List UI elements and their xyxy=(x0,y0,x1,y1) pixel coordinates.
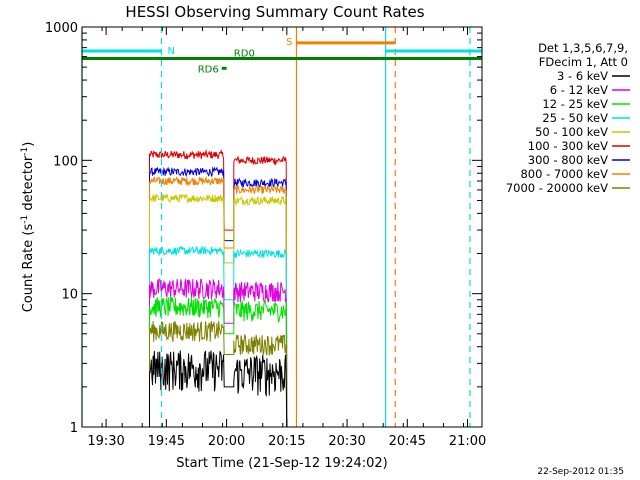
series-line-4 xyxy=(149,245,288,428)
legend-header-1: Det 1,3,5,6,7,9, xyxy=(538,41,628,55)
flag-label-rd6: RD6 xyxy=(198,64,219,75)
x-axis-label: Start Time (21-Sep-12 19:24:02) xyxy=(176,456,387,471)
series-line-7 xyxy=(149,320,288,428)
y-tick-label-2: 100 xyxy=(53,154,78,169)
x-tick-label-0: 19:30 xyxy=(87,434,124,449)
series-7 xyxy=(149,320,288,428)
flag-label-s: S xyxy=(286,37,292,48)
flag-layer: N S RD0 RD6 xyxy=(82,37,482,75)
legend-label-2: 12 - 25 keV xyxy=(542,97,608,111)
series-line-5 xyxy=(149,278,288,428)
x-tick-label-4: 20:30 xyxy=(328,434,365,449)
flag-label-rd0: RD0 xyxy=(234,49,255,60)
legend-label-7: 800 - 7000 keV xyxy=(520,167,608,181)
series-line-0 xyxy=(149,148,288,428)
y-tick-label-1: 10 xyxy=(61,288,78,303)
y-label-mid: detector xyxy=(21,155,36,215)
plot-frame xyxy=(81,26,483,428)
x-tick-label-2: 20:00 xyxy=(208,434,245,449)
chart-title: HESSI Observing Summary Count Rates xyxy=(125,3,424,21)
y-axis-label: Count Rate (s-1 detector-1) xyxy=(20,142,36,313)
y-label-sup2: -1 xyxy=(20,147,30,156)
legend-label-3: 25 - 50 keV xyxy=(542,111,608,125)
y-label-main: Count Rate (s xyxy=(21,224,36,313)
series-line-2 xyxy=(149,175,288,428)
legend-label-0: 3 - 6 keV xyxy=(557,69,608,83)
flag-label-n: N xyxy=(168,46,175,57)
legend-label-8: 7000 - 20000 keV xyxy=(506,181,608,195)
footer-timestamp: 22-Sep-2012 01:35 xyxy=(537,467,624,477)
series-5 xyxy=(149,278,288,428)
series-line-3 xyxy=(149,193,288,428)
series-2 xyxy=(149,175,288,428)
y-tick-label-3: 1000 xyxy=(45,21,78,36)
ticks-layer: 19:30 19:45 20:00 20:15 20:30 20:45 21:00 1 10 10… xyxy=(45,21,486,449)
x-tick-label-3: 20:15 xyxy=(268,434,305,449)
legend: Det 1,3,5,6,7,9, FDecim 1, Att 0 3 - 6 k… xyxy=(506,41,630,195)
x-tick-label-6: 21:00 xyxy=(449,434,486,449)
series-3 xyxy=(149,193,288,428)
legend-label-4: 50 - 100 keV xyxy=(535,125,608,139)
legend-label-5: 100 - 300 keV xyxy=(528,139,608,153)
y-label-end: ) xyxy=(21,142,36,147)
series-line-6 xyxy=(149,296,288,428)
legend-label-6: 300 - 800 keV xyxy=(528,153,608,167)
series-0 xyxy=(149,148,288,428)
legend-label-1: 6 - 12 keV xyxy=(550,83,608,97)
series-8 xyxy=(149,350,288,428)
x-tick-label-1: 19:45 xyxy=(148,434,185,449)
y-tick-label-0: 1 xyxy=(70,421,78,436)
series-line-8 xyxy=(149,350,288,428)
series-layer xyxy=(149,148,288,428)
series-6 xyxy=(149,296,288,428)
y-label-sup1: -1 xyxy=(20,215,30,224)
series-4 xyxy=(149,245,288,428)
legend-header-2: FDecim 1, Att 0 xyxy=(539,55,628,69)
x-tick-label-5: 20:45 xyxy=(389,434,426,449)
